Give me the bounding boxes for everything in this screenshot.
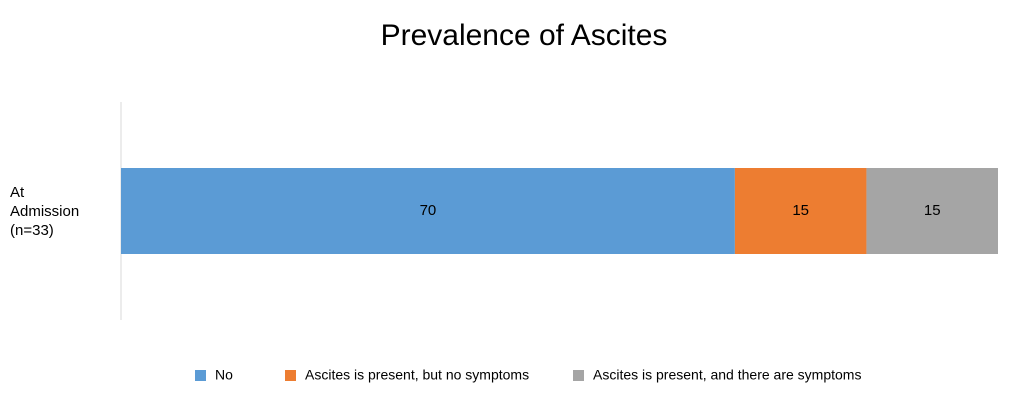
legend-swatch	[285, 370, 296, 381]
bar-segment	[121, 168, 735, 254]
data-label: 15	[924, 202, 941, 219]
legend-label: No	[215, 367, 233, 383]
bar-segment	[734, 168, 867, 254]
legend-label: Ascites is present, and there are sympto…	[593, 367, 861, 383]
data-label: 70	[420, 202, 437, 219]
legend-swatch	[573, 370, 584, 381]
legend-label: Ascites is present, but no symptoms	[305, 367, 529, 383]
chart-title: Prevalence of Ascites	[381, 19, 668, 52]
data-label: 15	[792, 202, 809, 219]
bar-segment	[866, 168, 998, 254]
legend-swatch	[195, 370, 206, 381]
category-label: At Admission (n=33)	[10, 183, 80, 239]
